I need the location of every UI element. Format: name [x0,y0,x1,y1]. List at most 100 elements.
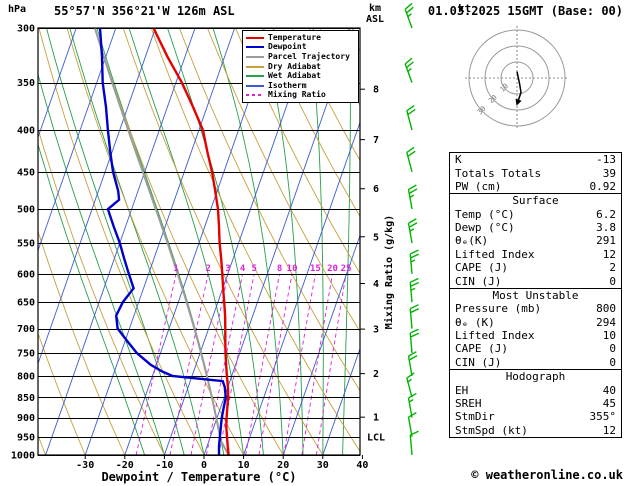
stat-label: PW (cm) [455,179,502,193]
stats-section-header: Surface [450,193,621,207]
pressure-axis-unit: hPa [8,4,27,15]
temperature-axis: -30 -20 -10 0 10 20 30 40 [76,455,368,471]
mixing-ratio-lines [135,273,347,455]
hodograph-unit-label: kt [458,2,472,15]
mixing-ratio-axis-label: Mixing Ratio (g/kg) [384,214,395,330]
hodograph-arrowhead [515,98,522,106]
mixing-ratio-value-label: 5 [251,264,256,274]
hodograph-ring-label: 20 [487,93,499,105]
isotherm-swatch [246,84,264,87]
stat-label: SREH [455,396,482,410]
stat-value: 355° [589,410,617,424]
stat-value: 2 [609,261,616,275]
parcel-swatch [246,55,264,58]
stat-value: 3.8 [596,221,616,235]
hodograph-ring-label: 30 [476,105,488,117]
stats-section-header: Most Unstable [450,287,621,302]
km-tick-label: 5 [373,232,379,243]
stats-row: CAPE (J) 2 [450,261,621,274]
temperature-swatch [246,36,264,39]
stat-label: CAPE (J) [455,342,508,356]
legend-label: Dewpoint [268,42,307,52]
temperature-tick-label: -10 [155,460,173,471]
pressure-tick-label: 300 [17,24,35,35]
km-axis-unit-asl: ASL [366,14,385,25]
plot-border [37,27,361,456]
parcel-trajectory-line [93,28,230,455]
legend-label: Wet Adiabat [268,71,321,81]
hodograph-ring [500,61,534,95]
stats-row: CIN (J) 0 [450,274,621,288]
stat-label: Pressure (mb) [455,302,542,316]
stats-row: Totals Totals 39 [450,166,621,180]
stats-row: CIN (J) 0 [450,356,621,369]
stat-value: 45 [602,396,616,410]
stat-value: 0.92 [589,179,617,193]
legend-label: Parcel Trajectory [268,51,350,61]
stat-value: 0 [609,342,616,356]
pressure-tick-label: 350 [17,78,35,89]
stat-label: CAPE (J) [455,261,508,275]
km-tick-label: 3 [373,325,379,336]
stat-label: Lifted Index [455,247,535,261]
station-title: 55°57'N 356°21'W 126m ASL [54,4,235,18]
pressure-tick-label: 450 [17,167,35,178]
stat-value: 800 [596,302,616,316]
km-tick-label: 7 [373,135,379,146]
stats-row: Lifted Index 10 [450,329,621,342]
stats-row: θₑ(K) 291 [450,234,621,247]
pressure-tick-label: 400 [17,126,35,137]
stats-row: SREH 45 [450,397,621,410]
chart-legend: Temperature Dewpoint Parcel Trajectory D… [242,30,359,104]
mixing-ratio-value-label: 15 [310,264,321,274]
legend-label: Isotherm [268,80,307,90]
km-tick-label: 2 [373,369,379,380]
legend-item-wet-adiabat: Wet Adiabat [246,71,355,81]
stats-row: Dewp (°C) 3.8 [450,221,621,234]
stat-label: CIN (J) [455,355,502,369]
mixing-ratio-value-label: 2 [205,264,210,274]
stats-row: StmDir 355° [450,410,621,423]
stat-value: 10 [602,329,616,343]
hodograph-ring [468,29,566,127]
stat-value: 0 [609,355,616,369]
km-axis: 8 7 6 5 4 3 2 1 LCL [360,85,385,443]
temperature-tick-label: 40 [356,460,368,471]
pressure-axis-labels: 300 350 400 450 500 550 600 650 700 750 800 850 900 9… [11,24,35,462]
pressure-tick-label: 550 [17,239,35,250]
stat-label: CIN (J) [455,274,502,288]
stat-value: 40 [602,383,616,397]
pressure-tick-label: 600 [17,269,35,280]
stat-label: Temp (°C) [455,207,515,221]
stat-value: 12 [602,247,616,261]
mixing-ratio-value-label: 3 [225,264,230,274]
pressure-tick-label: 650 [17,298,35,309]
mixing-ratio-value-label: 1 [173,264,178,274]
temperature-tick-label: 20 [277,460,289,471]
legend-item-dewpoint: Dewpoint [246,43,355,53]
legend-label: Dry Adiabat [268,61,321,71]
stats-panel: K -13 Totals Totals 39 PW (cm) 0.92 Surface Tem… [449,152,622,438]
legend-label: Temperature [268,32,321,42]
stat-label: Dewp (°C) [455,221,515,235]
stats-row: θₑ (K) 294 [450,316,621,329]
hodograph-ring-label: 10 [498,82,510,94]
dry-adiabat-swatch [246,65,264,68]
pressure-gridlines [38,28,360,456]
stat-value: 291 [596,234,616,248]
sounding-profiles [93,28,230,455]
stats-row: Lifted Index 12 [450,248,621,261]
km-tick-label: 1 [373,413,379,424]
lcl-label: LCL [367,432,385,443]
stats-row: Temp (°C) 6.2 [450,208,621,221]
pressure-tick-label: 950 [17,432,35,443]
stat-label: Lifted Index [455,329,535,343]
stats-row: CAPE (J) 0 [450,342,621,355]
stats-row: K -13 [450,153,621,166]
mixing-ratio-labels: 1 2 3 4 5 8 10 15 20 25 [173,264,351,274]
stat-label: EH [455,383,469,397]
pressure-tick-label: 500 [17,205,35,216]
datetime-title: 01.03.2025 15GMT (Base: 00) [427,4,623,18]
km-tick-label: 8 [373,85,379,96]
pressure-tick-label: 700 [17,324,35,335]
